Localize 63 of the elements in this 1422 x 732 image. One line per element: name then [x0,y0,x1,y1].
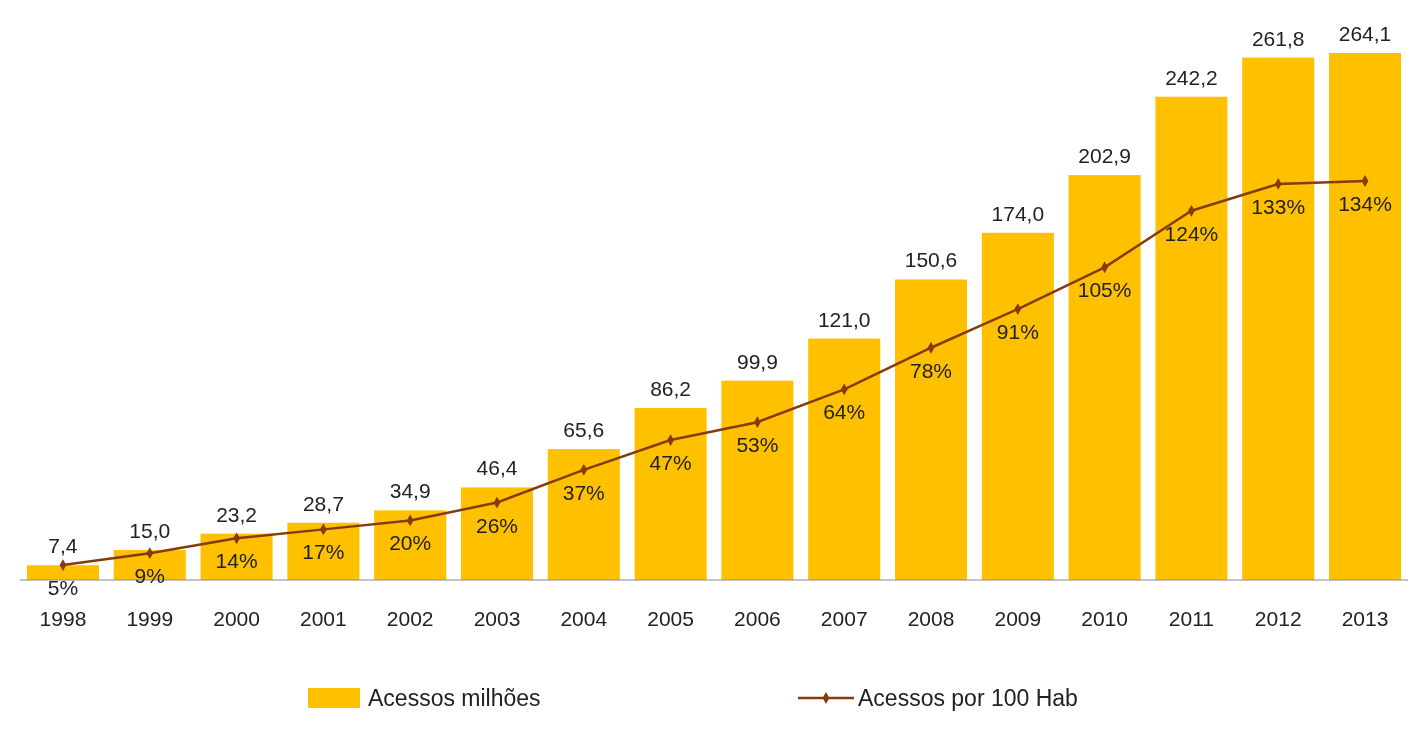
bar [981,232,1054,580]
data-label: 99,9 [736,349,778,373]
data-label: 28,7 [302,491,344,515]
x-tick-label: 2012 [1254,607,1302,630]
bar [1068,175,1141,580]
x-tick-label: 2002 [386,607,434,630]
bar [894,279,968,580]
x-tick-label: 2004 [560,607,608,630]
data-label: 86,2 [650,376,692,400]
bar [547,449,620,580]
data-label: 264,1 [1338,22,1392,45]
bar [634,407,707,580]
data-label: 202,9 [1078,144,1131,168]
data-label: 134% [1338,192,1392,215]
data-label: 47% [649,451,692,475]
x-tick-label: 2000 [213,607,260,630]
data-label: 121,0 [817,307,871,331]
bar [1155,96,1228,580]
legend-label: Acessos por 100 Hab [858,685,1078,711]
bar [721,380,794,580]
data-label: 14% [215,549,258,573]
data-label: 150,6 [904,248,958,272]
data-label: 133% [1251,194,1306,218]
x-tick-label: 2003 [473,607,521,630]
x-tick-label: 2011 [1168,607,1215,630]
bar [1329,53,1402,580]
data-label: 174,0 [991,201,1045,225]
x-tick-label: 2006 [734,607,781,630]
data-label: 64% [823,400,866,424]
legend-label: Acessos milhões [368,685,541,711]
bar [374,510,447,580]
data-label: 242,2 [1165,65,1218,89]
x-tick-label: 2007 [820,607,868,630]
x-tick-label: 2010 [1081,607,1128,630]
data-label: 261,8 [1251,26,1305,50]
x-tick-label: 2009 [994,607,1042,630]
data-label: 105% [1077,278,1132,302]
data-label: 17% [302,540,345,564]
x-tick-label: 2013 [1341,607,1389,630]
x-tick-label: 2001 [300,607,347,630]
bar [1242,57,1315,580]
data-label: 23,2 [216,502,258,526]
data-label: 20% [389,531,432,555]
bar [26,565,99,580]
data-label: 34,9 [389,479,431,503]
data-label: 53% [736,433,779,457]
x-tick-label: 2008 [907,607,955,630]
x-tick-label: 2005 [647,607,694,630]
x-tick-label: 1998 [39,607,87,630]
data-label: 65,6 [563,418,605,442]
data-label: 5% [47,576,79,600]
data-label: 37% [562,480,605,504]
data-label: 15,0 [129,519,171,543]
data-label: 91% [996,320,1039,344]
bar [460,487,534,580]
data-label: 26% [475,513,519,537]
data-label: 78% [909,358,953,382]
bar [287,522,360,580]
data-label: 7,4 [48,534,78,558]
bar [808,338,881,580]
x-tick-label: 1999 [126,607,174,630]
data-label: 46,4 [476,456,518,480]
data-label: 124% [1164,221,1219,245]
